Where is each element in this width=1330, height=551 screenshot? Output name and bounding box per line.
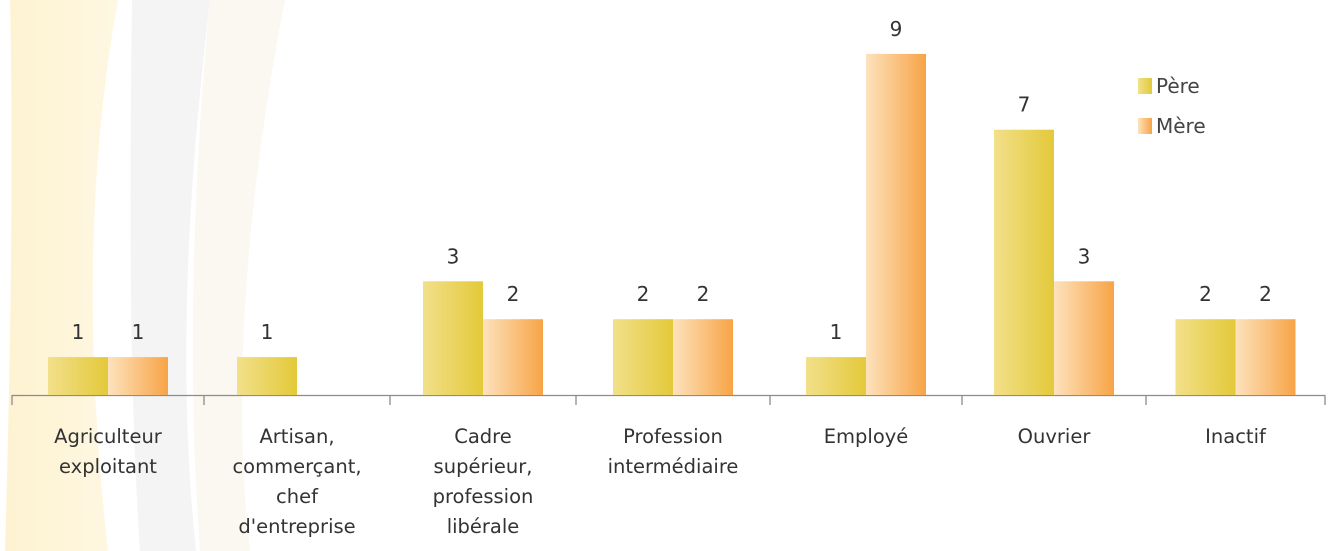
x-tick-label: Cadre supérieur, profession libérale [433,425,534,538]
data-label-pere: 1 [261,320,274,344]
legend-label-mere: Mère [1156,114,1206,138]
data-label-mere: 1 [132,320,145,344]
data-label-pere: 2 [637,282,650,306]
bar-pere [994,129,1054,395]
data-label-mere: 9 [890,17,903,41]
legend-item-pere: Père [1138,66,1206,106]
data-label-pere: 1 [72,320,85,344]
data-label-pere: 7 [1018,93,1031,117]
legend-swatch-mere [1138,118,1152,134]
legend: Père Mère [1138,66,1206,146]
x-tick-label: Agriculteur exploitant [54,425,163,478]
bar-mere [1235,319,1296,395]
x-tick-label: Inactif [1205,425,1267,448]
x-tick-label: Profession intermédiaire [608,425,739,478]
data-label-pere: 1 [830,320,843,344]
data-label-mere: 2 [507,282,520,306]
x-tick-label: Ouvrier [1018,425,1092,448]
bar-mere [1054,281,1114,395]
data-label-mere: 2 [697,282,710,306]
bar-pere [806,357,866,395]
bar-pere [1175,319,1236,395]
x-tick-label: Artisan, commerçant, chef d'entreprise [232,425,361,538]
bar-mere [866,53,926,396]
bar-pere [237,357,297,395]
legend-swatch-pere [1138,78,1152,94]
bar-mere [108,357,168,395]
data-label-pere: 2 [1199,282,1212,306]
bar-mere [483,319,543,395]
bar-pere [613,319,673,395]
bar-pere [423,281,483,395]
bar-mere [673,319,733,395]
data-label-mere: 3 [1078,244,1091,268]
x-tick-label: Employé [824,425,909,448]
legend-label-pere: Père [1156,74,1200,98]
data-label-mere: 2 [1259,282,1272,306]
bar-pere [48,357,108,395]
data-label-pere: 3 [447,244,460,268]
legend-item-mere: Mère [1138,106,1206,146]
